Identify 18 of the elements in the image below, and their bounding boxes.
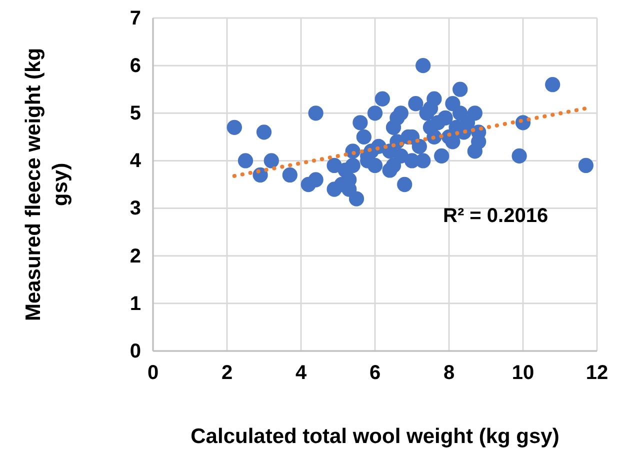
x-tick-label: 8 (443, 362, 455, 384)
y-tick-label: 0 (130, 340, 141, 362)
x-axis-title: Calculated total wool weight (kg gsy) (190, 425, 560, 448)
y-tick-label: 7 (130, 7, 141, 30)
y-tick-label: 2 (130, 245, 141, 268)
y-tick-label: 4 (130, 150, 142, 172)
x-tick-label: 4 (295, 362, 308, 384)
x-tick-label: 10 (512, 362, 534, 384)
y-tick-label: 6 (130, 54, 141, 77)
x-tick-label: 0 (147, 362, 159, 384)
x-tick-label: 2 (221, 362, 233, 384)
y-tick-label: 3 (130, 198, 141, 220)
x-tick-label: 12 (586, 362, 608, 384)
x-tick-label: 6 (369, 362, 381, 384)
y-tick-label: 5 (130, 102, 141, 125)
y-tick-label: 1 (130, 292, 141, 315)
y-axis-title: Measured fleece weight (kg gsy) (22, 48, 72, 322)
annotation: R² = 0.2016 (443, 205, 548, 227)
